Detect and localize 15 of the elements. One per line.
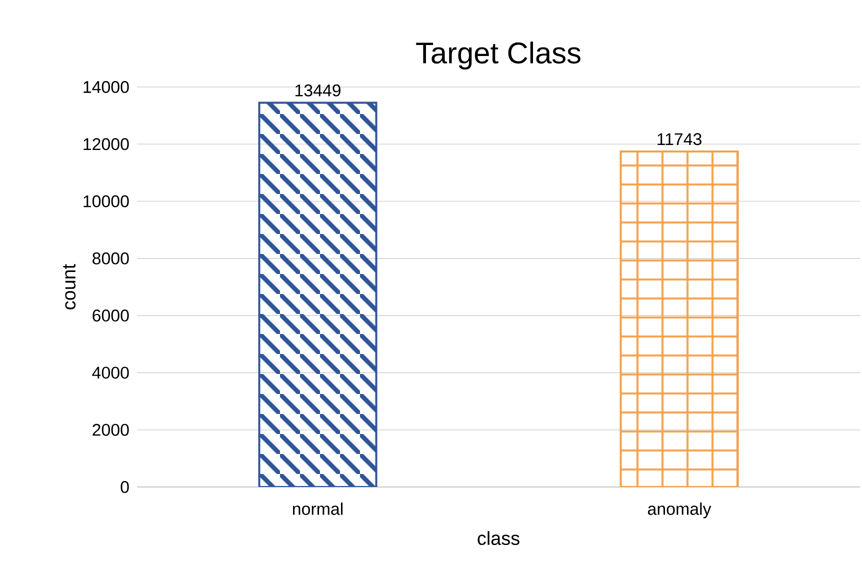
y-tick-label: 12000 xyxy=(84,138,129,150)
y-tick-label: 14000 xyxy=(84,80,129,93)
y-tick-label: 2000 xyxy=(92,424,129,436)
y-tick-label: 10000 xyxy=(84,195,129,208)
chart-title: Target Class xyxy=(416,42,580,70)
y-tick-label: 0 xyxy=(120,480,129,493)
x-tick-label: anomaly xyxy=(648,502,712,518)
data-label: 11743 xyxy=(658,133,702,146)
y-tick-label: 6000 xyxy=(92,310,129,322)
data-label: 13449 xyxy=(296,84,341,96)
y-tick-label: 4000 xyxy=(92,366,129,379)
y-tick-label: 8000 xyxy=(92,252,129,264)
y-axis-title: count xyxy=(63,264,76,310)
x-tick-label: normal xyxy=(293,502,342,515)
x-axis-title: class xyxy=(478,531,520,546)
